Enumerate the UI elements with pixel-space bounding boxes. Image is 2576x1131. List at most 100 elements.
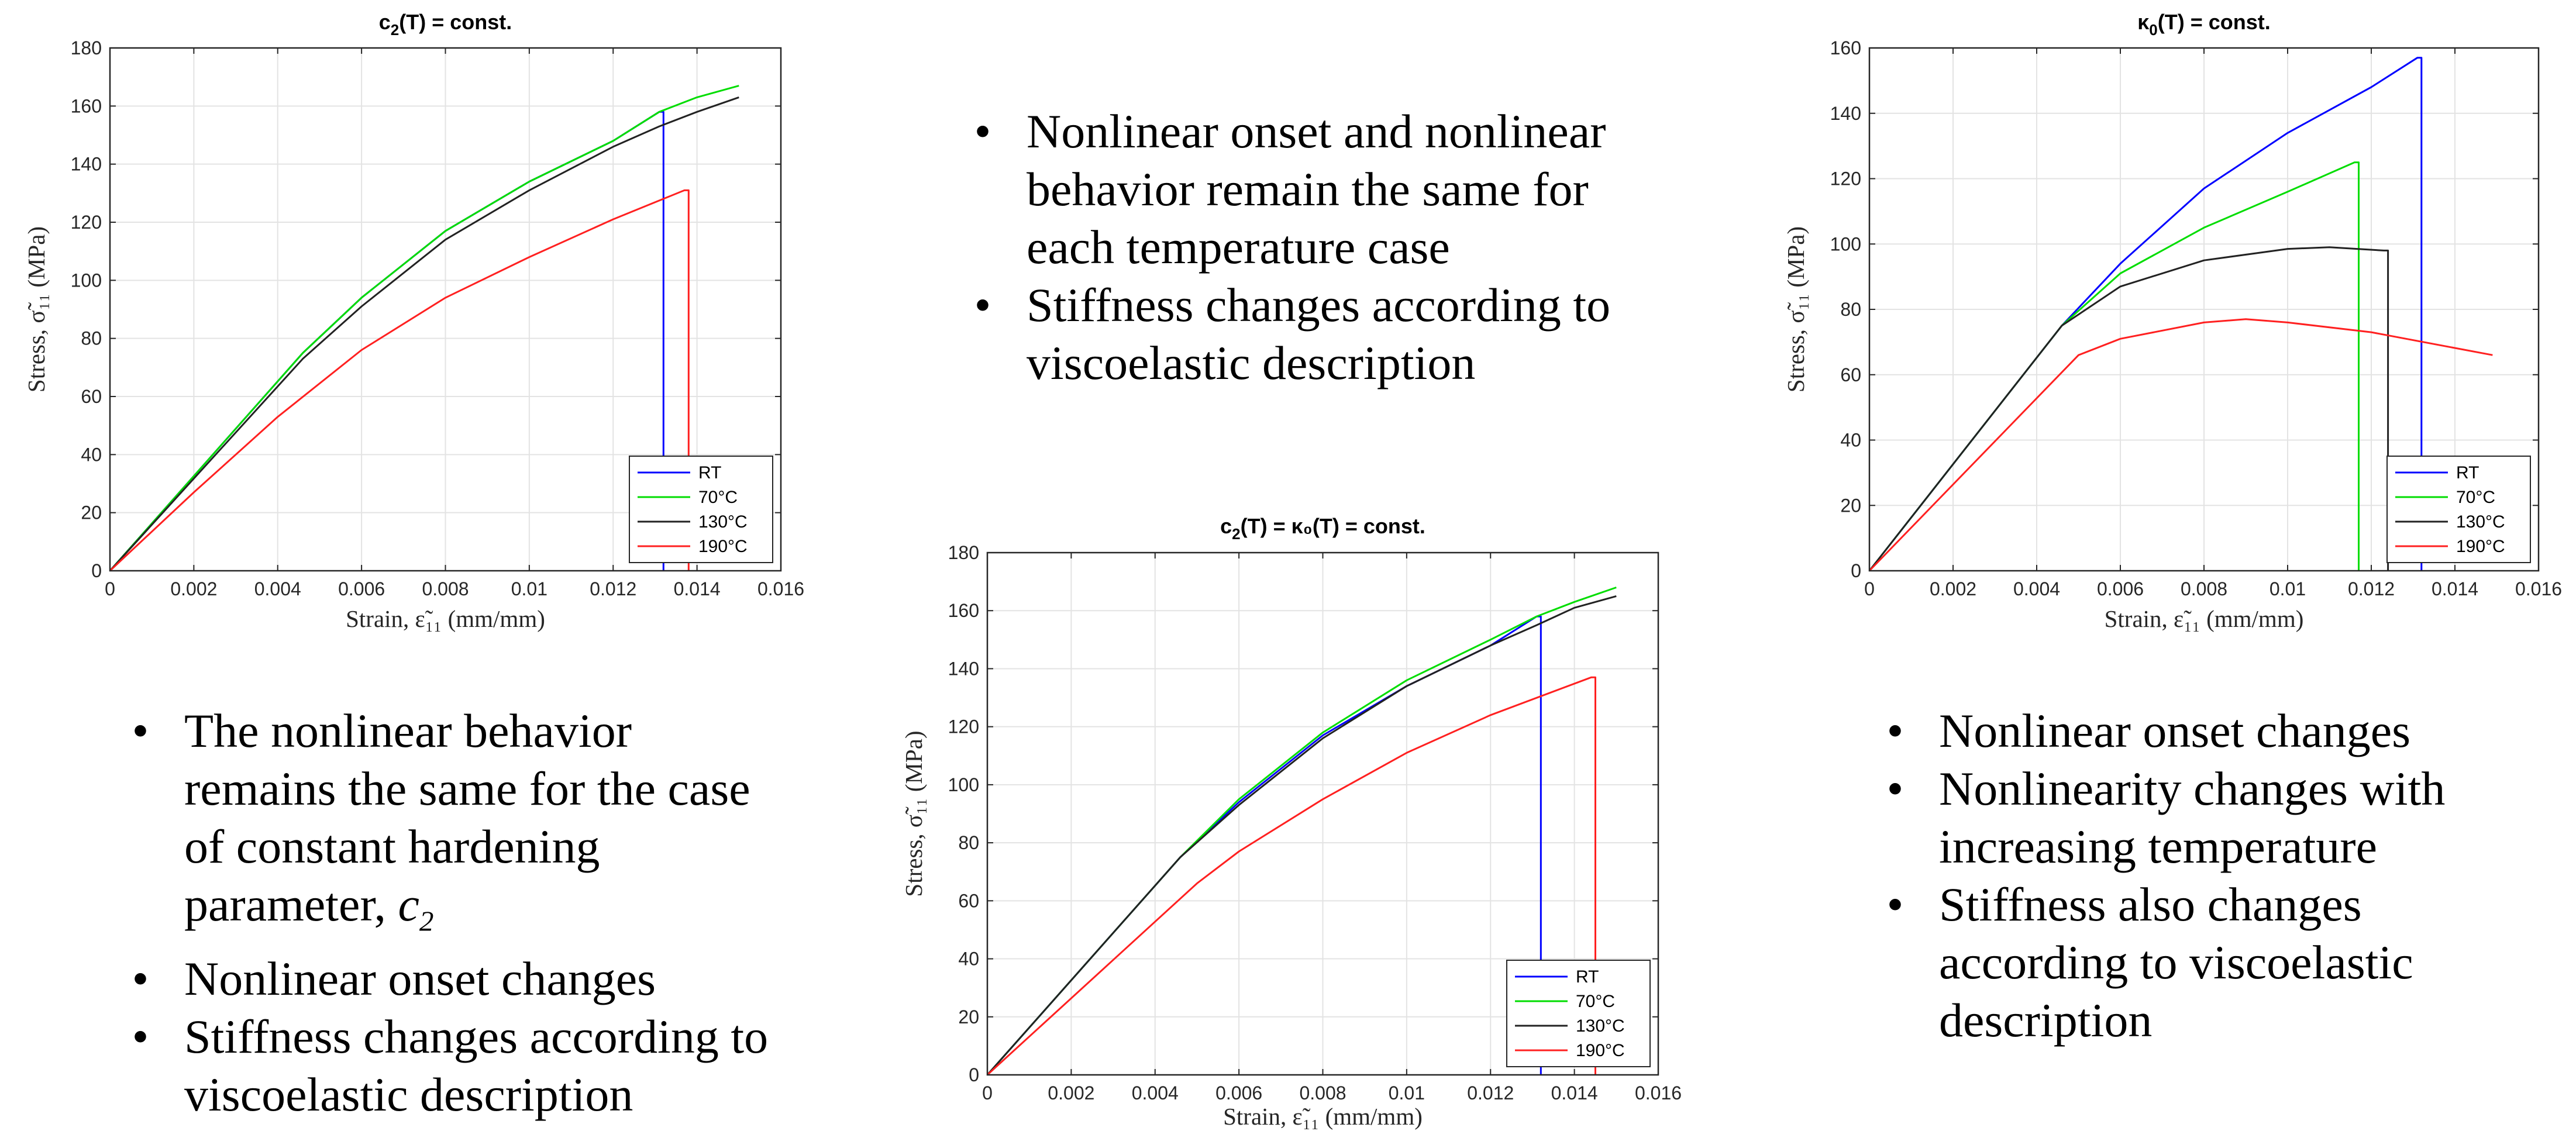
x-tick-label: 0.004 bbox=[254, 578, 301, 599]
bullet-dot-icon: • bbox=[132, 1010, 149, 1064]
x-tick-label: 0.016 bbox=[1635, 1082, 1682, 1104]
bullet-item: • Nonlinear onset changes bbox=[123, 950, 795, 1008]
chart-c2-const: 0 0.002 0.004 0.006 0.008 0.01 0.012 0.014 0.016… bbox=[0, 0, 819, 649]
x-tick-label: 0.002 bbox=[1048, 1082, 1094, 1104]
y-tick-label: 160 bbox=[948, 600, 979, 621]
axes-frame bbox=[986, 551, 1659, 1076]
y-tick-label: 160 bbox=[1830, 37, 1861, 58]
x-tick-label: 0.008 bbox=[422, 578, 469, 599]
bullet-text: Stiffness also changes according to visc… bbox=[1939, 878, 2413, 1047]
y-tick-label: 40 bbox=[958, 949, 979, 970]
x-tick-label: 0.016 bbox=[2515, 578, 2562, 599]
x-tick-label: 0.006 bbox=[2097, 578, 2144, 599]
y-tick-label: 100 bbox=[71, 270, 102, 291]
bullet-text: The nonlinear behavior remains the same … bbox=[184, 704, 750, 931]
x-tick-label: 0 bbox=[982, 1082, 993, 1104]
y-tick-label: 140 bbox=[1830, 103, 1861, 124]
y-axis-label: Stress, σ̃₁₁ (MPa) bbox=[1782, 226, 1809, 392]
y-tick-label: 60 bbox=[958, 890, 979, 911]
chart-title-symbol: κ bbox=[2137, 10, 2150, 34]
series-line-130C bbox=[986, 595, 1617, 1075]
x-tick-label: 0.014 bbox=[1551, 1082, 1598, 1104]
chart-title-symbol: c bbox=[379, 10, 391, 34]
chart-c2-kappa0-const: 0 0.002 0.004 0.006 0.008 0.01 0.012 0.014 0.016… bbox=[877, 500, 1696, 1131]
series-line-70C bbox=[1868, 161, 2360, 571]
x-tick-label: 0.008 bbox=[1299, 1082, 1346, 1104]
chart-title: κ0(T) = const. bbox=[2137, 10, 2271, 39]
y-tick-label: 60 bbox=[1840, 364, 1861, 385]
bullet-item: • Stiffness changes according to viscoela… bbox=[965, 276, 1638, 392]
bullets-bottom-right: • Nonlinear onset changes • Nonlinearity c… bbox=[1878, 702, 2521, 1049]
bullet-text: Nonlinear onset and nonlinear behavior r… bbox=[1027, 105, 1606, 274]
bullet-item: • The nonlinear behavior remains the same… bbox=[123, 702, 795, 950]
chart-title-rest: (T) = κ₀(T) = const. bbox=[1241, 514, 1425, 538]
math-subscript: 2 bbox=[419, 905, 434, 937]
legend-label: 130°C bbox=[2456, 512, 2505, 532]
y-tick-label: 0 bbox=[1851, 560, 1861, 581]
series-line-70C bbox=[986, 587, 1617, 1075]
bullets-bottom-left: • The nonlinear behavior remains the same… bbox=[123, 702, 795, 1123]
x-tick-label: 0.012 bbox=[590, 578, 636, 599]
y-tick-label: 60 bbox=[81, 386, 102, 407]
legend-label: 130°C bbox=[698, 512, 748, 532]
series-line-190C bbox=[986, 676, 1596, 1076]
bullet-text: Nonlinear onset changes bbox=[1939, 704, 2411, 757]
y-tick-label: 140 bbox=[71, 154, 102, 175]
x-tick-label: 0.006 bbox=[338, 578, 385, 599]
chart-kappa0-const: 0 0.002 0.004 0.006 0.008 0.01 0.012 0.014 0.016… bbox=[1755, 0, 2576, 649]
legend-label: 70°C bbox=[698, 488, 738, 507]
series-line-70C bbox=[109, 85, 739, 571]
y-axis-label: Stress, σ̃₁₁ (MPa) bbox=[900, 730, 927, 896]
legend-label: 70°C bbox=[1576, 992, 1615, 1011]
bullet-text: Stiffness changes according to viscoelas… bbox=[1027, 278, 1611, 389]
y-tick-label: 20 bbox=[958, 1006, 979, 1027]
bullet-text: Nonlinearity changes with increasing tem… bbox=[1939, 762, 2446, 873]
y-tick-label: 20 bbox=[1840, 495, 1861, 516]
y-tick-label: 40 bbox=[81, 444, 102, 465]
bullet-text: Stiffness changes according to viscoelas… bbox=[184, 1010, 769, 1122]
legend-box bbox=[629, 456, 773, 563]
bullet-dot-icon: • bbox=[974, 278, 991, 332]
x-tick-label: 0.014 bbox=[2432, 578, 2478, 599]
y-tick-label: 120 bbox=[948, 716, 979, 737]
x-tick-label: 0.004 bbox=[1132, 1082, 1179, 1104]
bullet-dot-icon: • bbox=[1886, 878, 1904, 931]
chart-title-rest: (T) = const. bbox=[2158, 10, 2271, 34]
legend-label: RT bbox=[1576, 967, 1599, 987]
x-tick-label: 0.012 bbox=[2348, 578, 2395, 599]
legend-label: RT bbox=[698, 463, 721, 482]
chart-c2-const-svg: 0 0.002 0.004 0.006 0.008 0.01 0.012 0.014 0.016… bbox=[23, 10, 804, 632]
y-tick-label: 100 bbox=[948, 774, 979, 795]
chart-title-rest: (T) = const. bbox=[399, 10, 512, 34]
bullet-text: Nonlinear onset changes bbox=[184, 952, 656, 1006]
y-tick-label: 120 bbox=[1830, 168, 1861, 189]
x-tick-label: 0.008 bbox=[2181, 578, 2227, 599]
x-tick-label: 0.01 bbox=[1389, 1082, 1425, 1104]
y-tick-label: 180 bbox=[948, 542, 979, 563]
y-tick-label: 0 bbox=[969, 1064, 979, 1085]
x-tick-label: 0.016 bbox=[757, 578, 804, 599]
bullet-item: • Nonlinear onset changes bbox=[1878, 702, 2521, 760]
series-line-130C bbox=[109, 96, 739, 572]
chart-title-subscript: 2 bbox=[391, 21, 399, 39]
bullet-dot-icon: • bbox=[974, 105, 991, 158]
y-tick-label: 140 bbox=[948, 658, 979, 679]
bullet-item: • Stiffness changes according to viscoela… bbox=[123, 1008, 795, 1123]
y-tick-label: 80 bbox=[81, 328, 102, 349]
x-tick-label: 0.014 bbox=[674, 578, 721, 599]
x-tick-label: 0 bbox=[105, 578, 115, 599]
chart-title-subscript: 0 bbox=[2149, 21, 2157, 39]
y-tick-label: 100 bbox=[1830, 233, 1861, 254]
y-tick-label: 180 bbox=[71, 37, 102, 58]
series-line-190C bbox=[109, 189, 690, 572]
chart-kappa0-const-svg: 0 0.002 0.004 0.006 0.008 0.01 0.012 0.014 0.016… bbox=[1782, 10, 2562, 632]
chart-title-subscript: 2 bbox=[1232, 525, 1240, 543]
y-axis-label: Stress, σ̃₁₁ (MPa) bbox=[23, 226, 50, 392]
x-axis-label: Strain, ε̃₁₁ (mm/mm) bbox=[346, 605, 545, 632]
bullet-dot-icon: • bbox=[1886, 762, 1904, 815]
legend-label: RT bbox=[2456, 463, 2479, 482]
axes-frame bbox=[1868, 47, 2540, 572]
x-tick-label: 0.01 bbox=[2270, 578, 2306, 599]
x-tick-label: 0.002 bbox=[1930, 578, 1976, 599]
bullet-item: • Nonlinearity changes with increasing te… bbox=[1878, 760, 2521, 875]
